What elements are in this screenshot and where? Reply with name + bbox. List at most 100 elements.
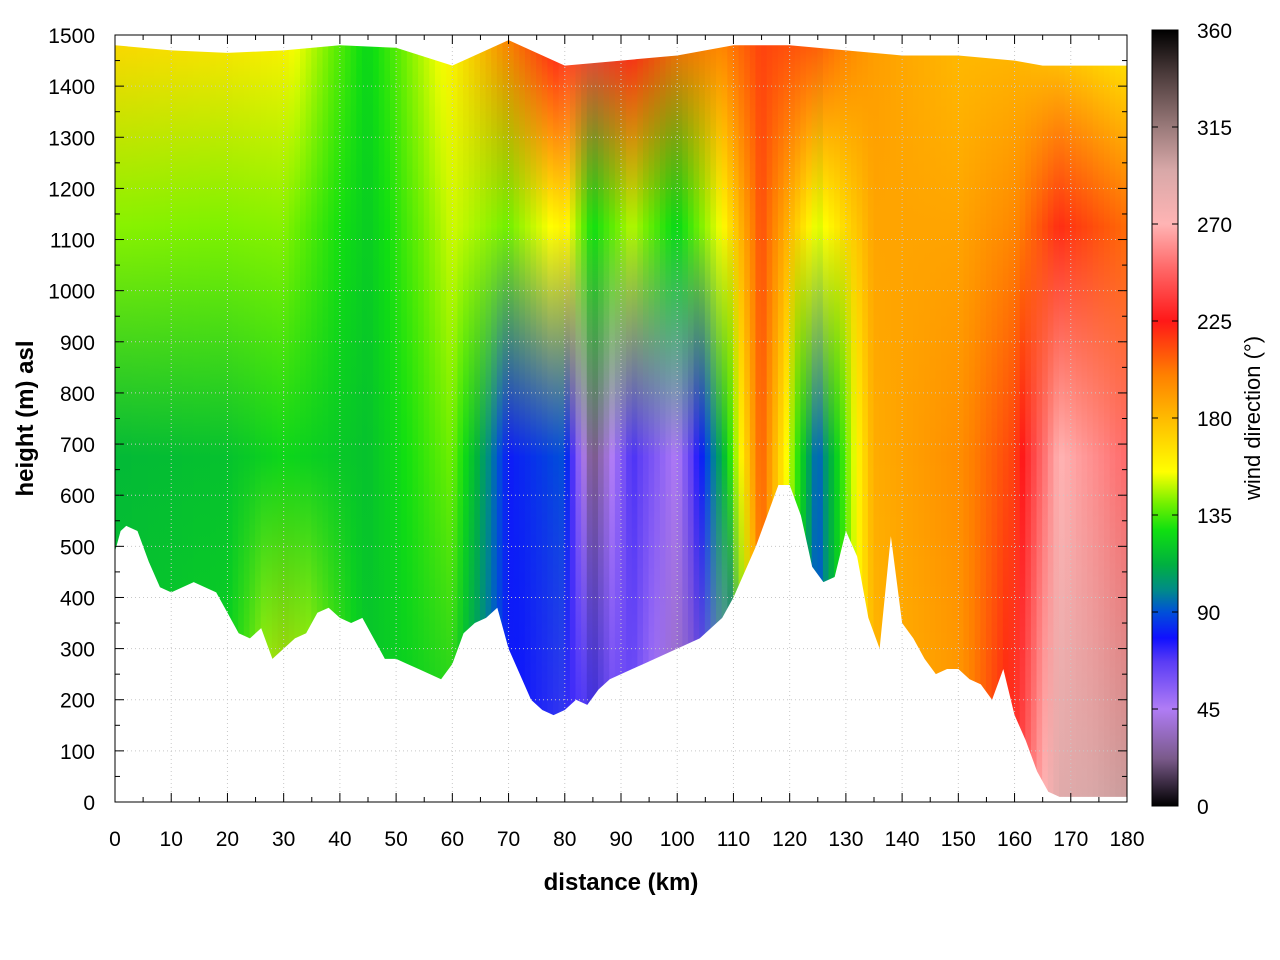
heatmap-column	[187, 35, 195, 802]
heatmap-column	[553, 35, 560, 802]
heatmap-column	[811, 35, 819, 802]
heatmap-column	[547, 35, 555, 802]
heatmap-column	[727, 35, 734, 802]
heatmap-column	[614, 35, 622, 802]
heatmap-column	[901, 35, 909, 802]
heatmap-column	[834, 35, 841, 802]
heatmap-column	[423, 35, 431, 802]
heatmap-column	[479, 35, 487, 802]
heatmap-column	[305, 35, 313, 802]
heatmap-column	[598, 35, 605, 802]
heatmap-column	[1064, 35, 1072, 802]
y-tick-label: 800	[60, 383, 95, 406]
x-tick-label: 40	[328, 828, 351, 851]
heatmap-column	[969, 35, 976, 802]
heatmap-column	[165, 35, 172, 802]
y-tick-label: 1300	[48, 127, 95, 150]
heatmap-column	[648, 35, 656, 802]
heatmap-column	[569, 35, 577, 802]
heatmap-area	[115, 35, 1127, 802]
heatmap-column	[170, 35, 178, 802]
heatmap-column	[446, 35, 453, 802]
heatmap-column	[243, 35, 251, 802]
heatmap-column	[1030, 35, 1038, 802]
colorbar-tick-label: 270	[1197, 214, 1232, 237]
heatmap-column	[631, 35, 639, 802]
heatmap-column	[699, 35, 706, 802]
heatmap-column	[339, 35, 347, 802]
heatmap-column	[238, 35, 245, 802]
y-tick-label: 900	[60, 332, 95, 355]
heatmap-column	[895, 35, 903, 802]
heatmap-column	[997, 35, 1004, 802]
heatmap-column	[1115, 35, 1122, 802]
heatmap-column	[491, 35, 498, 802]
heatmap-column	[704, 35, 712, 802]
heatmap-column	[851, 35, 858, 802]
heatmap-column	[912, 35, 920, 802]
heatmap-column	[1070, 35, 1077, 802]
colorbar-axis: 0 45 90 135 180 225 270 315 360	[1152, 20, 1232, 819]
y-tick-label: 600	[60, 485, 95, 508]
heatmap-column	[642, 35, 650, 802]
heatmap-column	[485, 35, 493, 802]
heatmap-column	[862, 35, 869, 802]
x-tick-label: 10	[160, 828, 183, 851]
heatmap-column	[131, 35, 138, 802]
heatmap-column	[592, 35, 600, 802]
colorbar-tick-label: 180	[1197, 408, 1232, 431]
x-tick-label: 100	[660, 828, 695, 851]
heatmap-column	[907, 35, 914, 802]
heatmap-column	[800, 35, 808, 802]
heatmap-column	[929, 35, 937, 802]
heatmap-column	[333, 35, 341, 802]
heatmap-column	[401, 35, 408, 802]
y-tick-label: 300	[60, 639, 95, 662]
x-tick-label: 130	[828, 828, 863, 851]
heatmap-column	[626, 35, 633, 802]
heatmap-column	[136, 35, 144, 802]
heatmap-column	[356, 35, 363, 802]
heatmap-column	[845, 35, 853, 802]
heatmap-column	[789, 35, 796, 802]
heatmap-column	[783, 35, 791, 802]
heatmap-column	[1025, 35, 1032, 802]
heatmap-column	[322, 35, 330, 802]
heatmap-column	[142, 35, 150, 802]
colorbar-tick-label: 315	[1197, 117, 1232, 140]
heatmap-column	[148, 35, 155, 802]
heatmap-column	[822, 35, 830, 802]
heatmap-column	[828, 35, 836, 802]
colorbar-tick-label: 135	[1197, 505, 1232, 528]
heatmap-column	[985, 35, 993, 802]
colorbar-tick-label: 45	[1197, 699, 1220, 722]
heatmap-column	[176, 35, 183, 802]
x-tick-label: 150	[941, 828, 976, 851]
heatmap-column	[620, 35, 628, 802]
heatmap-column	[1036, 35, 1044, 802]
heatmap-column	[345, 35, 352, 802]
x-tick-label: 160	[997, 828, 1032, 851]
x-tick-label: 60	[441, 828, 464, 851]
heatmap-column	[586, 35, 594, 802]
heatmap-column	[856, 35, 864, 802]
heatmap-column	[474, 35, 481, 802]
y-tick-label: 500	[60, 536, 95, 559]
heatmap-column	[389, 35, 397, 802]
heatmap-column	[952, 35, 959, 802]
heatmap-column	[963, 35, 971, 802]
heatmap-column	[918, 35, 926, 802]
heatmap-column	[260, 35, 268, 802]
x-tick-label: 110	[717, 828, 750, 851]
heatmap-column	[226, 35, 234, 802]
heatmap-column	[153, 35, 161, 802]
heatmap-column	[367, 35, 375, 802]
heatmap-column	[451, 35, 459, 802]
heatmap-column	[946, 35, 954, 802]
y-tick-label: 1000	[48, 281, 95, 304]
heatmap-column	[361, 35, 369, 802]
heatmap-column	[1109, 35, 1117, 802]
heatmap-column	[682, 35, 689, 802]
y-axis: 0 100 200 300 400 500 600 700 800 900 1000 1100 1200…	[48, 25, 1127, 815]
heatmap-column	[384, 35, 391, 802]
